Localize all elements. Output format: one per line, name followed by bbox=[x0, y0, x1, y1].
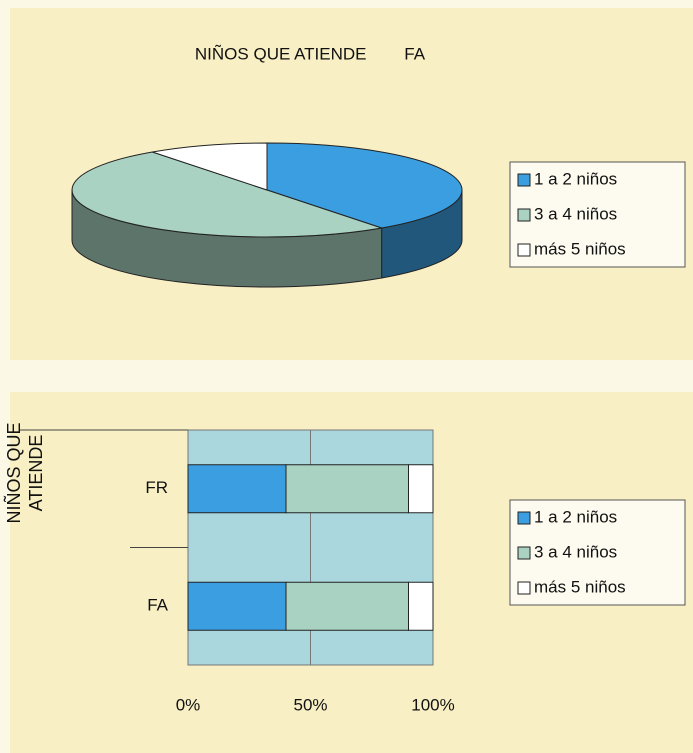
bar bbox=[408, 581, 434, 631]
legend-label: más 5 niños bbox=[534, 239, 626, 258]
y-tick-label: FR bbox=[145, 478, 168, 497]
y-tick-label: FA bbox=[147, 596, 168, 615]
pie-slice bbox=[266, 142, 463, 229]
legend-box bbox=[509, 499, 686, 606]
x-tick-label: 100% bbox=[411, 695, 454, 714]
x-tick-label: 50% bbox=[293, 695, 327, 714]
legend-label: 3 a 4 niños bbox=[534, 204, 617, 223]
legend-label: 3 a 4 niños bbox=[534, 542, 617, 561]
bar bbox=[285, 581, 409, 631]
legend-swatch bbox=[517, 511, 531, 525]
legend-label: 1 a 2 niños bbox=[534, 507, 617, 526]
pie-title: NIÑOS QUE ATIENDE FA bbox=[195, 44, 426, 63]
legend-swatch bbox=[517, 581, 531, 595]
legend-box bbox=[509, 161, 686, 268]
pie-slice bbox=[71, 151, 382, 238]
legend-swatch bbox=[517, 208, 531, 222]
legend-swatch bbox=[517, 546, 531, 560]
bar bbox=[187, 581, 287, 631]
legend-label: más 5 niños bbox=[534, 577, 626, 596]
legend-swatch bbox=[517, 243, 531, 257]
x-tick-label: 0% bbox=[176, 695, 201, 714]
legend-swatch bbox=[517, 173, 531, 187]
legend-label: 1 a 2 niños bbox=[534, 169, 617, 188]
bar bbox=[285, 464, 409, 514]
pie-slice bbox=[152, 142, 268, 191]
y-axis-label: NIÑOS QUE ATIENDE bbox=[4, 422, 46, 524]
bar bbox=[408, 464, 434, 514]
bar bbox=[187, 464, 287, 514]
